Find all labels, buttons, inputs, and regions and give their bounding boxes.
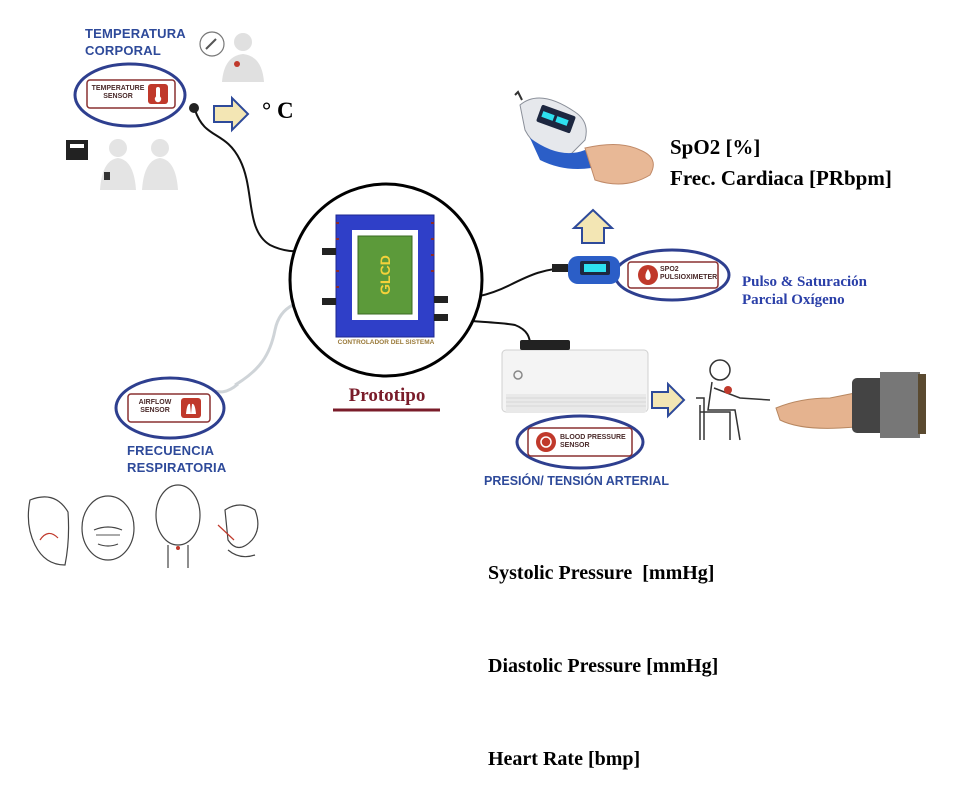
temperature-arrow <box>213 95 250 133</box>
heart-rate-reading: Frec. Cardiaca [PRbpm] <box>670 166 892 190</box>
airflow-title: FRECUENCIA RESPIRATORIA <box>127 443 227 475</box>
persons-illustration <box>66 139 178 190</box>
diagram-graphics <box>27 31 926 568</box>
temperature-unit: ° C <box>262 98 294 123</box>
temperature-title: TEMPERATURA CORPORAL <box>85 26 186 58</box>
pulse-oximeter-illustration <box>514 90 654 185</box>
diastolic-reading: Diastolic Pressure [mmHg] <box>488 655 719 677</box>
bloodpressure-title: PRESIÓN/ TENSIÓN ARTERIAL <box>484 474 669 488</box>
seated-person-illustration <box>696 359 771 441</box>
controller-caption: CONTROLADOR DEL SISTEMA <box>337 339 435 346</box>
pulseox-readings: SpO2 [%] Frec. Cardiaca [PRbpm] <box>670 132 892 194</box>
glcd-label: GLCD <box>376 255 393 295</box>
temperature-sensor-label: TEMPERATURE SENSOR <box>91 85 145 100</box>
glcd-display <box>357 235 413 315</box>
arm-cuff-illustration <box>775 372 926 438</box>
person-temperature-illustration <box>199 31 264 82</box>
spo2-reading: SpO2 [%] <box>670 135 761 159</box>
bp-monitor-illustration <box>501 340 649 413</box>
bloodpressure-arrow <box>651 381 686 419</box>
temperature-cable <box>194 109 331 253</box>
pulseox-arrow <box>571 208 615 244</box>
bloodpressure-sensor-label: BLOOD PRESSURE SENSOR <box>560 434 626 449</box>
pulseox-sensor-label: SPO2 PULSIOXIMETER <box>660 266 718 281</box>
pulseox-description: Pulso & Saturación Parcial Oxígeno <box>742 274 868 308</box>
bloodpressure-readings: Systolic Pressure [mmHg] Diastolic Press… <box>488 496 718 806</box>
airflow-sensor-label: AIRFLOW SENSOR <box>138 399 172 414</box>
systolic-reading: Systolic Pressure [mmHg] <box>488 562 715 584</box>
bp-heart-rate-reading: Heart Rate [bmp] <box>488 748 641 770</box>
glcd-display-area: GLCD <box>358 236 412 314</box>
small-oximeter-illustration <box>552 256 620 284</box>
faces-illustration <box>27 484 259 568</box>
prototype-label: Prototipo <box>348 385 426 406</box>
